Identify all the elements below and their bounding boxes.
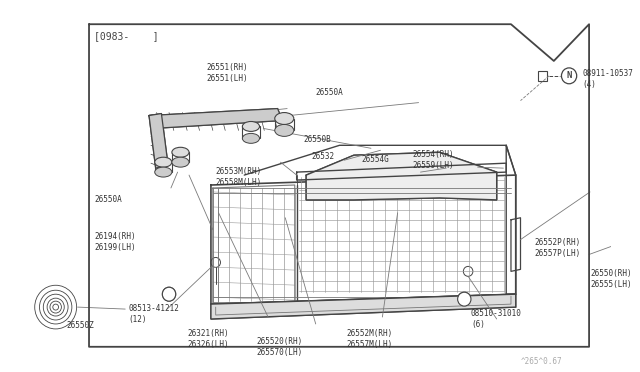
Text: 26194(RH)
26199(LH): 26194(RH) 26199(LH) [95,232,136,252]
Text: S: S [166,290,172,299]
Polygon shape [149,109,282,128]
Text: N: N [566,71,572,80]
Text: 26554G: 26554G [362,155,389,164]
Text: S: S [166,290,172,299]
Text: 265520(RH)
265570(LH): 265520(RH) 265570(LH) [257,337,303,357]
Text: [0983-    ]: [0983- ] [94,31,159,41]
Text: S: S [166,290,172,299]
Text: 26550A: 26550A [95,195,122,204]
Ellipse shape [275,113,294,125]
Ellipse shape [275,125,294,137]
Text: 26550(RH)
26555(LH): 26550(RH) 26555(LH) [590,269,632,289]
Text: 26554(RH)
26559(LH): 26554(RH) 26559(LH) [413,150,454,170]
Text: 26552P(RH)
26557P(LH): 26552P(RH) 26557P(LH) [535,238,581,258]
Polygon shape [306,152,497,200]
Ellipse shape [243,134,259,143]
Text: 08510-31010
(6): 08510-31010 (6) [471,309,522,329]
Text: 26552M(RH)
26557M(LH): 26552M(RH) 26557M(LH) [346,329,392,349]
Text: S: S [462,295,467,304]
Polygon shape [211,294,516,319]
Text: 26550A: 26550A [316,88,344,97]
Text: 26551(RH)
26551(LH): 26551(RH) 26551(LH) [206,63,248,83]
Polygon shape [149,113,168,168]
Circle shape [163,287,176,301]
Text: S: S [462,295,467,304]
Text: 26550Z: 26550Z [66,321,94,330]
Text: S: S [462,295,467,304]
Circle shape [163,287,176,301]
Ellipse shape [172,157,189,167]
Text: 26550B: 26550B [303,135,331,144]
Text: 08911-10537
(4): 08911-10537 (4) [582,69,634,89]
Ellipse shape [172,147,189,157]
Ellipse shape [155,167,172,177]
Text: 26321(RH)
26326(LH): 26321(RH) 26326(LH) [187,329,228,349]
Text: 08513-41212
(12): 08513-41212 (12) [128,304,179,324]
Text: ^265^0.67: ^265^0.67 [520,357,562,366]
FancyBboxPatch shape [538,71,547,81]
Circle shape [458,292,471,306]
Circle shape [458,292,471,306]
Text: 26532: 26532 [311,152,334,161]
Ellipse shape [243,122,259,131]
Text: 26553M(RH)
26558M(LH): 26553M(RH) 26558M(LH) [216,167,262,187]
Ellipse shape [155,157,172,167]
